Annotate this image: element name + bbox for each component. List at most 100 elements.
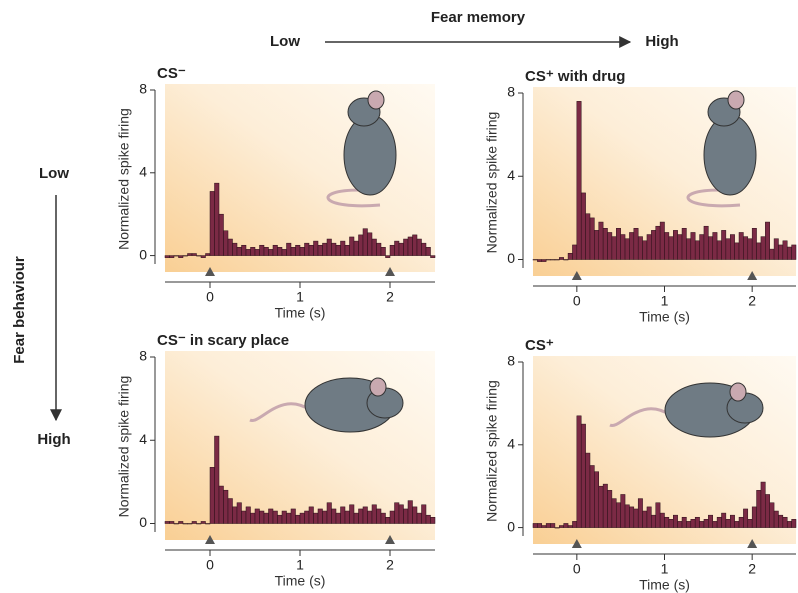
bar bbox=[227, 498, 233, 524]
panel-title: CS⁻ in scary place bbox=[157, 332, 289, 349]
bar bbox=[349, 504, 355, 524]
rat-tail bbox=[609, 407, 671, 427]
bar bbox=[703, 225, 709, 260]
bar bbox=[616, 502, 621, 528]
x-axis-label: Time (s) bbox=[275, 573, 326, 589]
bar bbox=[559, 525, 564, 528]
event-marker bbox=[747, 539, 758, 548]
rat-body bbox=[703, 114, 757, 196]
bar bbox=[659, 221, 665, 260]
y-tick-label: 0 bbox=[507, 250, 515, 266]
bar bbox=[655, 502, 661, 528]
x-tick-label: 2 bbox=[386, 557, 394, 573]
bar bbox=[690, 232, 696, 260]
bar bbox=[738, 232, 744, 260]
bar bbox=[791, 244, 797, 260]
x-tick-label: 1 bbox=[296, 557, 304, 573]
bar bbox=[187, 523, 193, 525]
y-tick-label: 0 bbox=[507, 518, 515, 534]
rat-ear bbox=[369, 377, 387, 397]
bar bbox=[572, 521, 578, 528]
bar bbox=[416, 238, 422, 256]
bar bbox=[756, 242, 762, 260]
bar bbox=[272, 244, 278, 256]
bar bbox=[403, 238, 409, 256]
bar bbox=[712, 232, 718, 260]
bar bbox=[308, 244, 314, 256]
bar bbox=[245, 249, 251, 256]
x-axis-label: Time (s) bbox=[639, 309, 690, 325]
bar bbox=[304, 510, 310, 524]
bar bbox=[371, 504, 377, 524]
panel: CS⁺ 0 4 8 Normalized spike firing 0 1 2 Time (s) bbox=[484, 337, 797, 593]
bar bbox=[362, 506, 368, 524]
top-title: Fear memory bbox=[431, 9, 526, 26]
bar bbox=[725, 238, 731, 260]
bar bbox=[169, 255, 175, 258]
bar bbox=[541, 259, 547, 262]
x-tick-label: 0 bbox=[206, 289, 214, 305]
panel-title: CS⁺ bbox=[525, 337, 554, 354]
x-tick-label: 1 bbox=[296, 289, 304, 305]
bar bbox=[241, 244, 247, 256]
bar bbox=[664, 516, 670, 528]
bar bbox=[637, 498, 643, 528]
bar bbox=[430, 255, 436, 258]
bar bbox=[602, 483, 608, 528]
y-tick-label: 4 bbox=[139, 163, 147, 179]
x-tick-label: 2 bbox=[748, 561, 756, 577]
bar bbox=[760, 481, 766, 528]
bar bbox=[743, 508, 749, 528]
y-axis-label: Normalized spike firing bbox=[484, 380, 500, 522]
bar bbox=[286, 512, 292, 524]
bar bbox=[594, 471, 599, 528]
bar bbox=[554, 259, 560, 261]
bar bbox=[295, 514, 301, 524]
bar bbox=[376, 508, 382, 524]
bar bbox=[598, 221, 604, 260]
bar bbox=[716, 240, 722, 260]
bar bbox=[629, 232, 635, 260]
bar bbox=[620, 494, 626, 528]
bar bbox=[358, 508, 364, 524]
x-tick-label: 0 bbox=[206, 557, 214, 573]
bar bbox=[580, 423, 586, 528]
bar bbox=[358, 234, 364, 256]
bar bbox=[642, 240, 648, 260]
bar bbox=[371, 238, 377, 256]
bar bbox=[344, 244, 350, 256]
bar bbox=[651, 514, 656, 528]
y-tick-label: 8 bbox=[139, 81, 147, 97]
bar bbox=[677, 521, 683, 528]
bar bbox=[637, 236, 643, 260]
bar bbox=[633, 508, 639, 528]
y-tick-label: 8 bbox=[507, 84, 515, 100]
bar bbox=[690, 519, 696, 528]
bar bbox=[550, 523, 556, 528]
bar bbox=[769, 502, 775, 528]
bar bbox=[751, 228, 757, 260]
bar bbox=[642, 510, 648, 528]
bar bbox=[232, 242, 238, 256]
bar bbox=[412, 506, 418, 524]
bar bbox=[164, 521, 170, 524]
bar bbox=[751, 506, 757, 528]
bar bbox=[699, 521, 705, 528]
event-marker bbox=[747, 271, 758, 280]
bar bbox=[624, 238, 630, 260]
bar bbox=[703, 519, 709, 528]
bar bbox=[299, 512, 305, 524]
bar bbox=[532, 259, 538, 261]
event-marker bbox=[205, 535, 215, 544]
bar bbox=[611, 498, 617, 528]
bar bbox=[532, 523, 538, 528]
bar bbox=[563, 259, 569, 261]
bar bbox=[178, 521, 184, 524]
side-low: Low bbox=[39, 165, 69, 182]
bar bbox=[169, 521, 175, 524]
bar bbox=[214, 435, 220, 524]
bar bbox=[331, 242, 337, 256]
bar bbox=[598, 485, 604, 528]
bar bbox=[425, 247, 431, 256]
